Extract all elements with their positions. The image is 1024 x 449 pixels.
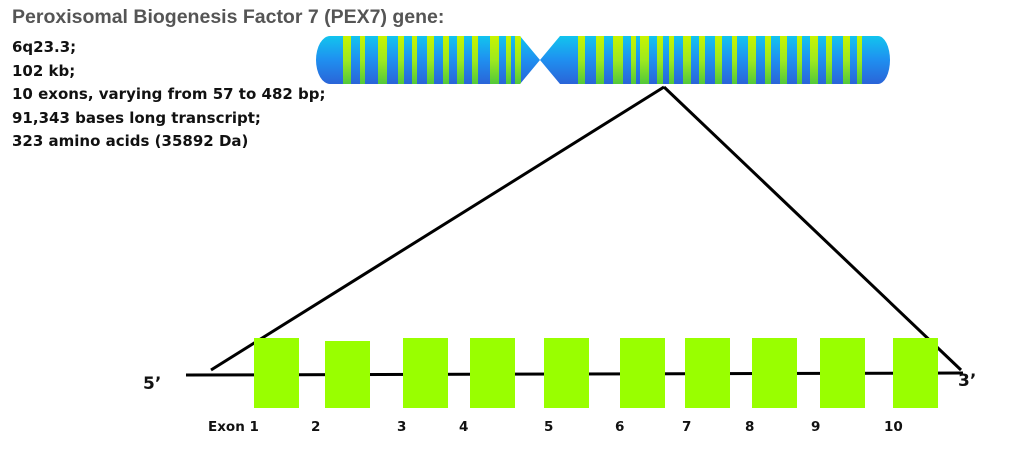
chromosome-band	[797, 36, 802, 84]
exon-box-3	[403, 338, 448, 408]
chromosome-band	[826, 36, 832, 84]
chromosome-band	[427, 36, 434, 84]
gene-facts-list: 6q23.3; 102 kb; 10 exons, varying from 5…	[12, 36, 326, 154]
fact-protein: 323 amino acids (35892 Da)	[12, 132, 249, 150]
exon-box-4	[470, 338, 515, 408]
chromosome-band	[640, 36, 649, 84]
chromosome-band	[443, 36, 449, 84]
exon-label-9: 9	[811, 419, 820, 435]
chromosome-band	[765, 36, 771, 84]
chromosome-band	[412, 36, 417, 84]
gene-title: Peroxisomal Biogenesis Factor 7 (PEX7) g…	[12, 6, 445, 28]
exon-label-5: 5	[544, 419, 553, 435]
exon-box-7	[685, 338, 730, 408]
chromosome-band	[378, 36, 387, 84]
chromosome-band	[780, 36, 787, 84]
chromosome-band	[578, 36, 585, 84]
chromosome-6	[316, 36, 890, 84]
exon-label-4: 4	[459, 419, 468, 435]
exon-box-8	[752, 338, 797, 408]
exon-label-2: 2	[311, 419, 320, 435]
chromosome-band	[472, 36, 478, 84]
chromosome-band	[715, 36, 722, 84]
fact-locus: 6q23.3;	[12, 38, 77, 56]
exon-label-6: 6	[615, 419, 624, 435]
exon-label-8: 8	[745, 419, 754, 435]
exon-labels: Exon 1 2 3 4 5 6 7 8 9 10	[208, 419, 903, 435]
chromosome-band	[360, 36, 365, 84]
chromosome-band	[857, 36, 862, 84]
zoom-line-right	[662, 85, 963, 372]
chromosome-bands	[343, 36, 862, 84]
chromosome-band	[457, 36, 464, 84]
chromosome-band	[748, 36, 756, 84]
fact-transcript: 91,343 bases long transcript;	[12, 108, 261, 127]
exon-box-6	[620, 338, 665, 408]
chromosome-band	[669, 36, 674, 84]
chromosome-band	[398, 36, 404, 84]
exon-box-2	[325, 341, 370, 408]
five-prime-label: 5’	[143, 374, 161, 394]
exon-label-7: 7	[682, 419, 691, 435]
chromosome-band	[843, 36, 850, 84]
chromosome-band	[810, 36, 818, 84]
chromosome-band	[343, 36, 351, 84]
chromosome-band	[631, 36, 636, 84]
chromosome-band	[490, 36, 499, 84]
chromosome-band	[683, 36, 691, 84]
chromosome-band	[699, 36, 705, 84]
chromosome-band	[596, 36, 604, 84]
exon-box-1	[254, 338, 299, 408]
chromosome-band	[657, 36, 663, 84]
exon-label-1: Exon 1	[208, 419, 259, 435]
chromosome-band	[613, 36, 623, 84]
chromosome-band	[515, 36, 521, 84]
chromosome-band	[732, 36, 737, 84]
exon-label-10: 10	[884, 419, 903, 435]
chromosome-band	[506, 36, 511, 84]
fact-size: 102 kb;	[12, 61, 76, 80]
three-prime-label: 3’	[958, 371, 976, 391]
exon-label-3: 3	[397, 419, 406, 435]
zoom-line-left	[210, 85, 665, 372]
fact-exons: 10 exons, varying from 57 to 482 bp;	[12, 85, 326, 103]
exon-box-10	[893, 338, 938, 408]
exon-boxes	[254, 338, 938, 408]
exon-box-9	[820, 338, 865, 408]
exon-box-5	[544, 338, 589, 408]
